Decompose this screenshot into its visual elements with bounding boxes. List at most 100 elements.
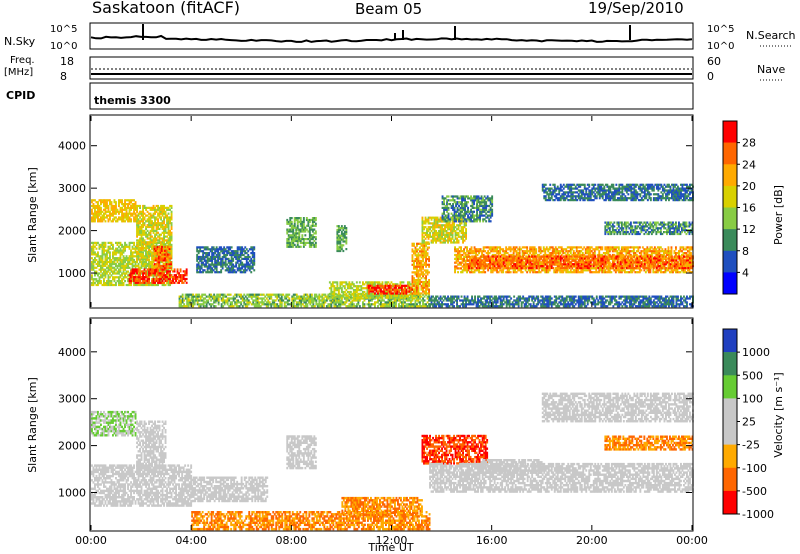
heatmap-cell [151,246,153,250]
heatmap-cell [205,265,208,268]
heatmap-cell [355,281,358,284]
heatmap-cell [413,305,415,308]
heatmap-cell [416,242,418,245]
heatmap-cell [231,297,234,300]
heatmap-cell [98,278,101,281]
heatmap-cell [322,303,325,306]
heatmap-cell [91,266,93,269]
heatmap-cell [390,281,393,284]
heatmap-cell [253,261,256,264]
heatmap-cell [384,301,387,304]
heatmap-cell [109,214,111,217]
heatmap-cell [196,293,199,296]
heatmap-cell [121,220,123,223]
heatmap-cell [160,243,162,246]
heatmap-cell [232,263,235,266]
heatmap-cell [232,259,235,262]
heatmap-cell [439,216,442,219]
heatmap-cell [298,245,301,248]
heatmap-cell [467,252,470,255]
heatmap-cell [155,237,158,240]
heatmap-cell [121,282,123,285]
heatmap-cell [390,292,393,295]
heatmap-cell [322,299,325,302]
heatmap-cell [110,283,113,287]
heatmap-cell [426,280,429,284]
heatmap-cell [202,271,205,274]
heatmap-cell [167,208,170,211]
heatmap-cell [509,265,512,268]
heatmap-cell [163,210,165,213]
heatmap-cell [425,258,427,261]
heatmap-cell [246,301,249,304]
heatmap-cell [112,206,114,209]
heatmap-cell [413,283,415,286]
heatmap-cell [454,261,456,264]
heatmap-cell [378,288,381,291]
heatmap-cell [340,244,343,247]
heatmap-cell [148,254,150,257]
heatmap-cell [101,253,104,256]
heatmap-cell [139,268,141,271]
heatmap-cell [187,293,190,296]
heatmap-cell [298,236,301,239]
heatmap-cell [451,226,454,229]
heatmap-cell [190,299,193,302]
heatmap-cell [215,261,218,264]
heatmap-cell [419,292,421,295]
heatmap-cell [148,206,150,209]
heatmap-cell [374,281,376,284]
heatmap-cell [322,297,325,300]
heatmap-cell [232,257,235,260]
heatmap-cell [152,276,155,279]
heatmap-cell [198,305,201,308]
heatmap-cell [97,216,99,219]
heatmap-cell [345,238,348,241]
heatmap-cell [157,222,159,225]
heatmap-cell [250,261,253,264]
heatmap-cell [125,255,128,258]
heatmap-cell [494,248,497,251]
heatmap-cell [408,303,411,306]
heatmap-cell [143,222,146,225]
heatmap-cell [143,264,146,267]
heatmap-cell [124,274,126,277]
heatmap-cell [316,303,319,306]
heatmap-cell [295,293,298,296]
heatmap-cell [298,239,301,243]
heatmap-cell [318,293,321,296]
heatmap-cell [224,263,227,266]
heatmap-cell [295,234,298,237]
heatmap-cell [506,248,509,251]
heatmap-cell [463,233,466,236]
heatmap-cell [107,280,110,283]
heatmap-cell [508,271,511,274]
heatmap-cell [462,239,464,242]
heatmap-cell [416,303,418,306]
heatmap-cell [438,230,440,233]
heatmap-cell [234,297,237,300]
heatmap-cell [205,263,208,266]
heatmap-cell [136,278,138,281]
heatmap-cell [322,305,325,308]
heatmap-cell [393,299,396,302]
heatmap-cell [389,288,391,291]
heatmap-cell [148,279,150,282]
heatmap-cell [411,280,414,284]
heatmap-cell [97,264,99,267]
heatmap-cell [465,231,467,235]
heatmap-cell [238,255,241,259]
heatmap-cell [416,288,418,291]
heatmap-cell [139,250,141,253]
heatmap-cell [444,235,446,238]
heatmap-cell [151,281,153,284]
heatmap-cell [103,283,105,287]
heatmap-cell [163,270,165,273]
heatmap-cell [131,276,134,279]
heatmap-cell [249,301,252,304]
heatmap-cell [134,218,137,221]
heatmap-cell [160,222,162,225]
heatmap-cell [202,257,205,260]
heatmap-cell [115,210,117,213]
heatmap-cell [363,283,366,286]
